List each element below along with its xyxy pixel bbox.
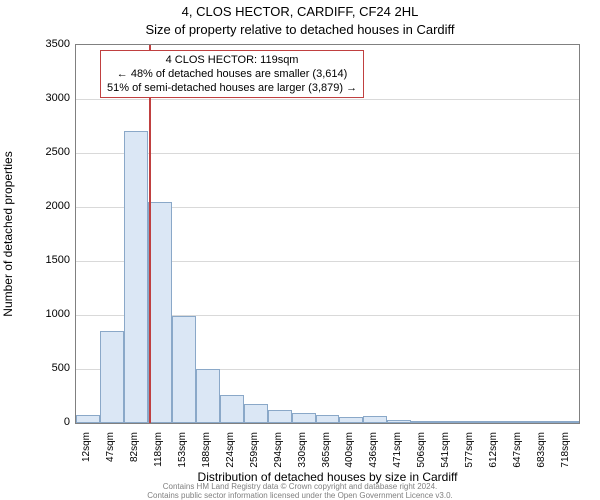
- histogram-bar: [220, 395, 244, 423]
- x-tick-label: 294sqm: [274, 432, 284, 478]
- x-tick-label: 82sqm: [130, 432, 140, 478]
- histogram-bar: [507, 421, 531, 423]
- footer-line-2: Contains public sector information licen…: [0, 491, 600, 500]
- histogram-bar: [339, 417, 363, 423]
- y-tick-label: 2500: [30, 147, 70, 158]
- y-tick-label: 1000: [30, 309, 70, 320]
- x-tick-label: 647sqm: [513, 432, 523, 478]
- y-tick-label: 3000: [30, 93, 70, 104]
- x-tick-label: 577sqm: [465, 432, 475, 478]
- chart-title-main: 4, CLOS HECTOR, CARDIFF, CF24 2HL: [0, 4, 600, 19]
- x-tick-label: 541sqm: [441, 432, 451, 478]
- info-line-1: 4 CLOS HECTOR: 119sqm: [107, 53, 357, 67]
- y-tick-label: 2000: [30, 201, 70, 212]
- x-tick-label: 718sqm: [561, 432, 571, 478]
- histogram-bar: [244, 404, 268, 423]
- x-tick-label: 224sqm: [226, 432, 236, 478]
- x-tick-label: 330sqm: [298, 432, 308, 478]
- x-tick-label: 188sqm: [202, 432, 212, 478]
- y-axis-label: Number of detached properties: [1, 151, 15, 316]
- info-box: 4 CLOS HECTOR: 119sqm ← 48% of detached …: [100, 50, 364, 98]
- x-tick-label: 612sqm: [489, 432, 499, 478]
- histogram-bar: [555, 421, 579, 423]
- histogram-bar: [435, 421, 459, 423]
- x-tick-label: 683sqm: [537, 432, 547, 478]
- info-line-3: 51% of semi-detached houses are larger (…: [107, 81, 357, 95]
- x-tick-label: 436sqm: [369, 432, 379, 478]
- histogram-bar: [148, 202, 172, 423]
- chart-container: 4, CLOS HECTOR, CARDIFF, CF24 2HL Size o…: [0, 0, 600, 500]
- info-line-2: ← 48% of detached houses are smaller (3,…: [107, 67, 357, 81]
- x-tick-label: 365sqm: [322, 432, 332, 478]
- x-tick-label: 471sqm: [393, 432, 403, 478]
- histogram-bar: [172, 316, 196, 423]
- histogram-bar: [316, 415, 340, 423]
- y-tick-label: 0: [30, 417, 70, 428]
- x-tick-label: 506sqm: [417, 432, 427, 478]
- x-tick-label: 259sqm: [250, 432, 260, 478]
- marker-line: [149, 45, 151, 423]
- y-tick-label: 1500: [30, 255, 70, 266]
- y-tick-label: 3500: [30, 39, 70, 50]
- chart-title-sub: Size of property relative to detached ho…: [0, 22, 600, 37]
- histogram-bar: [531, 421, 555, 423]
- histogram-bar: [459, 421, 483, 423]
- histogram-bar: [387, 420, 411, 423]
- x-tick-label: 118sqm: [154, 432, 164, 478]
- footer-line-1: Contains HM Land Registry data © Crown c…: [0, 482, 600, 491]
- histogram-bar: [411, 421, 435, 423]
- x-tick-label: 153sqm: [178, 432, 188, 478]
- histogram-bar: [268, 410, 292, 423]
- gridline: [76, 153, 579, 154]
- plot-area: [75, 44, 580, 424]
- histogram-bar: [124, 131, 148, 423]
- x-tick-label: 47sqm: [106, 432, 116, 478]
- x-tick-label: 12sqm: [82, 432, 92, 478]
- histogram-bar: [196, 369, 220, 423]
- y-tick-label: 500: [30, 363, 70, 374]
- histogram-bar: [100, 331, 124, 423]
- histogram-bar: [363, 416, 387, 423]
- footer-attribution: Contains HM Land Registry data © Crown c…: [0, 482, 600, 500]
- histogram-bar: [76, 415, 100, 423]
- histogram-bar: [483, 421, 507, 423]
- histogram-bar: [292, 413, 316, 423]
- x-tick-label: 400sqm: [345, 432, 355, 478]
- gridline: [76, 99, 579, 100]
